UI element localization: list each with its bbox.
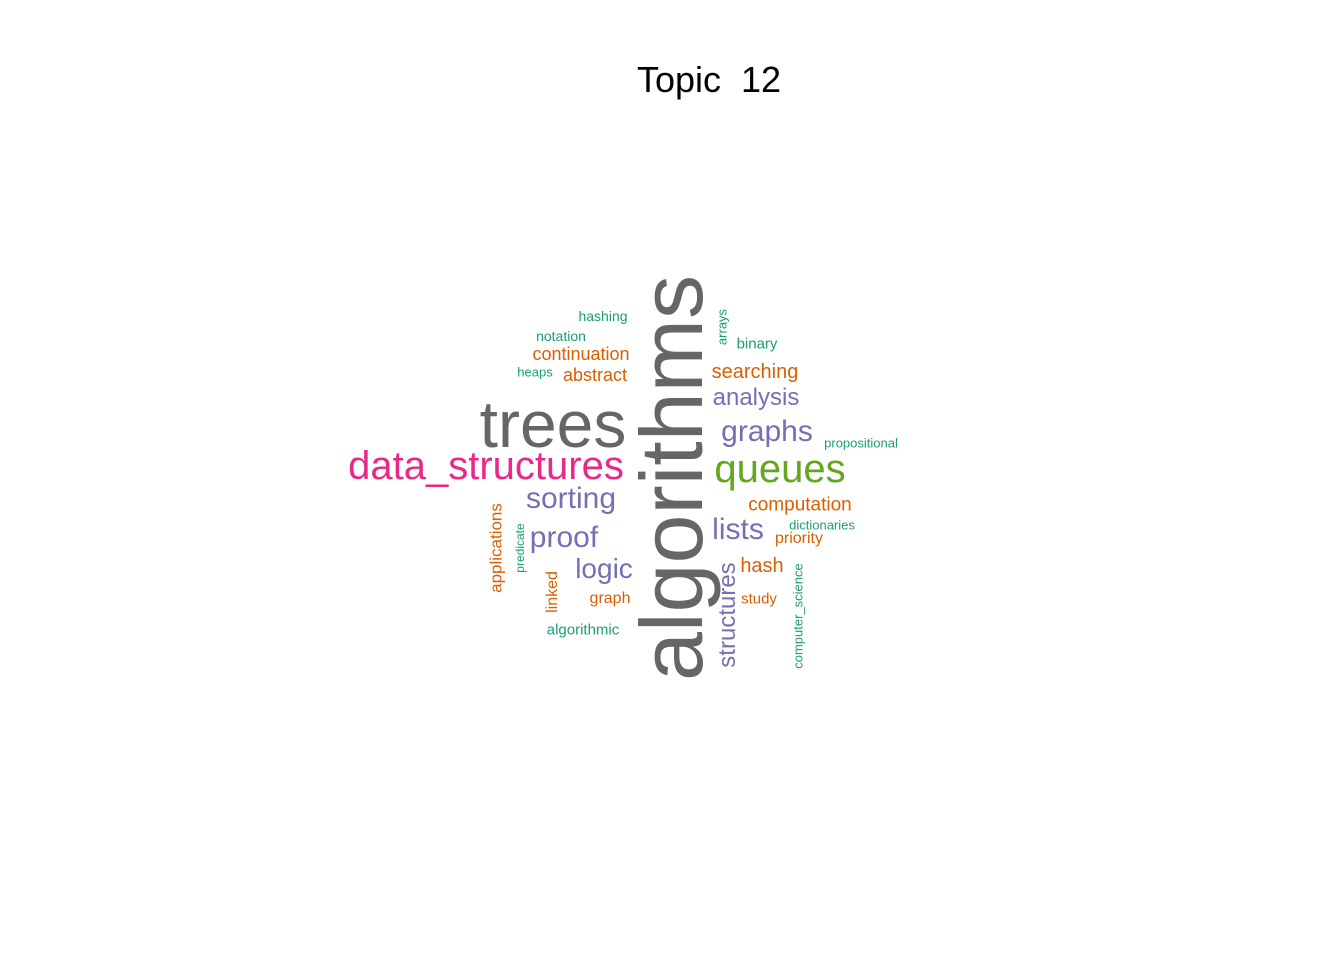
word-heaps: heaps [517,364,553,380]
word-arrays: arrays [714,308,730,346]
word-priority: priority [774,530,824,547]
word-applications: applications [486,503,506,593]
word-hashing: hashing [578,308,628,324]
word-searching: searching [711,361,799,383]
word-linked: linked [544,571,561,613]
word-continuation: continuation [532,344,630,364]
word-algorithms: algorithms [622,275,721,681]
word-trees: trees [479,387,627,461]
plot-title: Topic 12 [636,59,782,100]
word-binary: binary [736,335,778,353]
word-study: study [741,590,777,608]
word-analysis: analysis [712,384,800,411]
word-propositional: propositional [824,435,898,451]
word-computer-science: computer_science [790,563,806,669]
word-graph: graph [589,590,631,607]
word-algorithmic: algorithmic [546,621,620,639]
word-proof: proof [529,521,599,554]
word-predicate: predicate [513,523,527,573]
word-sorting: sorting [525,482,617,515]
word-data-structures: data_structures [348,444,624,488]
word-lists: lists [712,513,764,546]
word-queues: queues [714,447,846,491]
word-logic: logic [575,553,633,584]
word-notation: notation [536,328,586,344]
word-hash: hash [740,555,784,577]
word-structures: structures [714,562,741,668]
word-graphs: graphs [721,415,813,448]
word-dictionaries: dictionaries [789,517,855,533]
word-computation: computation [748,494,852,516]
word-abstract: abstract [562,365,628,385]
